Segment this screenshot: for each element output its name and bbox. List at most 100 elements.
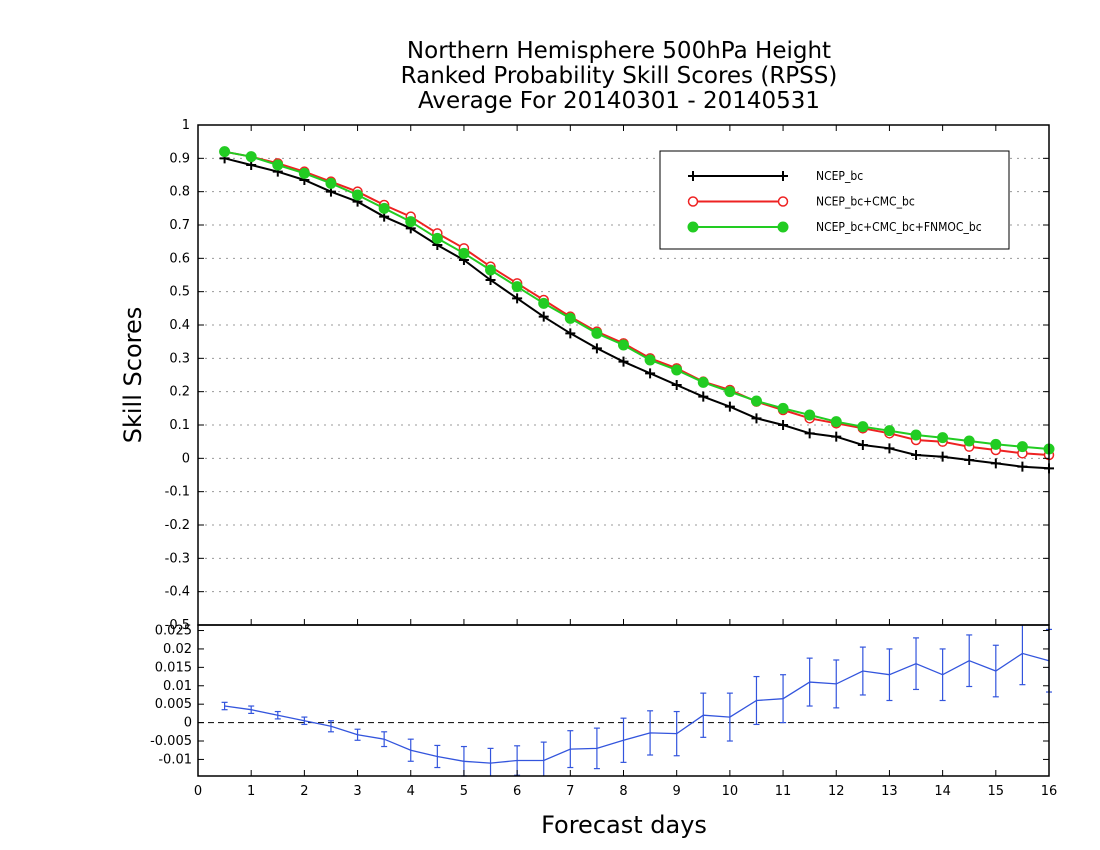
data-point: [804, 409, 816, 421]
data-point: [431, 232, 443, 244]
data-point: [697, 376, 709, 388]
chart-title-line-1: Northern Hemisphere 500hPa Height: [407, 38, 831, 64]
y-axis-label: Skill Scores: [119, 307, 147, 444]
legend-item-3: NCEP_bc+CMC_bc+FNMOC_bc: [687, 220, 982, 234]
data-point: [565, 328, 576, 339]
chart-title-line-2: Ranked Probability Skill Scores (RPSS): [401, 63, 838, 89]
x-tick-label: 0: [194, 784, 202, 799]
legend-label: NCEP_bc+CMC_bc: [816, 195, 915, 209]
legend-label: NCEP_bc+CMC_bc+FNMOC_bc: [816, 220, 982, 234]
legend-marker: [687, 196, 699, 207]
data-point: [937, 451, 948, 462]
x-tick-label: 10: [722, 784, 739, 799]
data-point: [778, 420, 789, 430]
x-tick-label: 5: [460, 784, 468, 799]
legend-marker: [688, 171, 698, 181]
data-point: [272, 159, 284, 171]
x-tick-label: 1: [247, 784, 255, 799]
legend-item-2: NCEP_bc+CMC_bc: [687, 195, 915, 209]
x-tick-label: 16: [1041, 784, 1058, 799]
series-difference: [221, 625, 1052, 777]
data-point: [245, 151, 257, 163]
data-point: [352, 189, 364, 201]
data-point: [618, 356, 629, 367]
data-point: [485, 264, 497, 276]
diff-y-tick-label: -0.01: [158, 752, 192, 767]
data-point: [990, 438, 1002, 450]
y-tick-label: -0.5: [165, 618, 190, 633]
legend: NCEP_bc NCEP_bc+CMC_bc NCEP_bc+CMC_bc+FNMO…: [659, 150, 1010, 250]
data-point: [910, 429, 922, 441]
legend-marker: [687, 221, 699, 233]
y-tick-label: 1: [182, 118, 190, 133]
x-tick-label: 4: [407, 784, 415, 799]
data-point: [645, 368, 656, 379]
data-point: [831, 431, 842, 442]
y-tick-label: 0.7: [169, 218, 190, 233]
data-point: [990, 458, 1001, 469]
x-axis-label: Forecast days: [541, 811, 707, 839]
data-point: [964, 455, 975, 465]
data-point: [405, 216, 417, 228]
y-tick-label: 0.1: [169, 418, 190, 433]
diff-y-tick-label: 0.01: [163, 679, 192, 694]
x-tick-label: 15: [988, 784, 1005, 799]
x-tick-label: 8: [619, 784, 627, 799]
y-tick-label: -0.1: [165, 485, 190, 500]
data-point: [618, 339, 629, 351]
diff-y-tick-label: 0.025: [155, 624, 192, 639]
data-point: [698, 391, 709, 402]
legend-marker: [777, 196, 789, 207]
y-tick-label: 0.2: [169, 385, 190, 400]
y-tick-label: -0.4: [165, 585, 190, 600]
data-point: [485, 275, 496, 285]
data-point: [671, 364, 683, 376]
x-tick-label: 11: [775, 784, 792, 799]
y-tick-label: 0: [182, 451, 190, 466]
data-point: [937, 432, 949, 444]
x-tick-label: 6: [513, 784, 521, 799]
diff-y-tick-label: 0.015: [155, 660, 192, 675]
legend-marker: [778, 171, 788, 181]
y-tick-label: 0.4: [169, 318, 190, 333]
data-point: [830, 416, 842, 428]
data-point: [564, 312, 576, 324]
x-tick-label: 3: [353, 784, 361, 799]
data-point: [911, 450, 922, 460]
data-point: [857, 421, 869, 433]
data-point: [1016, 441, 1028, 453]
x-tick-label: 13: [881, 784, 898, 799]
data-point: [511, 281, 523, 293]
y-tick-label: 0.6: [169, 251, 190, 266]
data-point: [751, 413, 762, 424]
chart-title: Northern Hemisphere 500hPa HeightRanked …: [401, 38, 838, 114]
main-grid: [198, 157, 1049, 593]
data-point: [378, 202, 390, 214]
diff-y-tick-label: 0.02: [163, 642, 192, 657]
data-point: [591, 343, 602, 354]
x-tick-label: 2: [300, 784, 308, 799]
data-point: [644, 354, 656, 366]
axis-ticks: 1 0.9 0.8 0.7 0.6 0.5 0.4 0.3 0.2 0.1 0 -0.1 -0.2 -0.…: [150, 118, 1057, 799]
x-tick-label: 14: [934, 784, 951, 799]
data-point: [538, 311, 549, 322]
data-point: [884, 443, 895, 454]
x-tick-label: 12: [828, 784, 845, 799]
data-point: [591, 327, 603, 339]
data-point: [750, 395, 762, 407]
y-tick-label: 0.3: [169, 351, 190, 366]
data-point: [512, 293, 523, 304]
series-line: [224, 157, 1050, 470]
legend-box: [659, 150, 1010, 250]
data-point: [857, 440, 868, 450]
data-point: [298, 167, 310, 179]
series-ncep-bc-cmc-bc-fnmoc-bc: [219, 146, 1055, 455]
data-point: [883, 425, 895, 437]
y-tick-label: -0.3: [165, 551, 190, 566]
data-point: [538, 297, 550, 309]
data-point: [777, 402, 789, 414]
x-tick-label: 9: [673, 784, 681, 799]
y-tick-label: -0.2: [165, 518, 190, 533]
diff-y-tick-label: 0.005: [155, 697, 192, 712]
